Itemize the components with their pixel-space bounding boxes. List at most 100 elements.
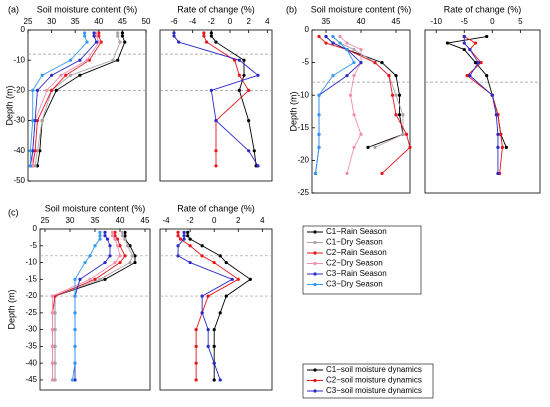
data-point bbox=[317, 113, 321, 117]
data-point bbox=[352, 61, 356, 65]
data-point bbox=[496, 171, 500, 176]
data-point bbox=[92, 34, 96, 38]
data-point bbox=[468, 74, 472, 78]
data-point bbox=[88, 277, 92, 281]
data-point bbox=[224, 260, 228, 265]
data-point bbox=[35, 149, 40, 153]
y-tick-label: -40 bbox=[25, 358, 37, 367]
data-point bbox=[387, 74, 391, 78]
legend-label: C1−Dry Season bbox=[326, 238, 383, 247]
data-point bbox=[70, 378, 75, 382]
series-line bbox=[332, 36, 404, 148]
data-point bbox=[97, 31, 101, 35]
data-point bbox=[68, 73, 73, 77]
data-point bbox=[103, 234, 107, 238]
legend-marker bbox=[313, 230, 317, 234]
data-point bbox=[373, 61, 377, 65]
data-point bbox=[38, 149, 42, 153]
data-point bbox=[394, 93, 398, 97]
data-point bbox=[78, 277, 82, 281]
data-point bbox=[248, 277, 252, 281]
data-point bbox=[214, 164, 218, 168]
plot-frame bbox=[424, 29, 541, 194]
data-point bbox=[494, 113, 498, 117]
data-point bbox=[401, 113, 405, 117]
y-axis-title: Depth (m) bbox=[288, 91, 298, 131]
y-tick-label: 0 bbox=[33, 224, 38, 233]
data-point bbox=[345, 74, 349, 78]
x-tick-label: 5 bbox=[518, 17, 523, 26]
data-point bbox=[108, 254, 112, 258]
data-point bbox=[345, 41, 349, 45]
data-point bbox=[128, 260, 132, 265]
y-tick-label: -10 bbox=[25, 258, 37, 267]
x-tick-label: 40 bbox=[94, 17, 103, 26]
legend-marker bbox=[313, 261, 317, 266]
x-tick-label: 4 bbox=[265, 17, 270, 26]
data-point bbox=[338, 34, 342, 39]
y-tick-label: -25 bbox=[25, 308, 37, 317]
data-point bbox=[214, 40, 218, 44]
legend-label: C3−Rain Season bbox=[326, 269, 387, 278]
data-point bbox=[31, 88, 35, 92]
data-point bbox=[188, 237, 192, 241]
y-tick-label: -15 bbox=[297, 123, 309, 132]
data-point bbox=[331, 34, 335, 39]
data-point bbox=[73, 311, 77, 315]
data-point bbox=[73, 344, 77, 348]
data-point bbox=[200, 254, 204, 258]
data-point bbox=[182, 234, 186, 238]
data-point bbox=[366, 145, 370, 149]
data-point bbox=[123, 234, 127, 238]
y-tick-label: -10 bbox=[297, 90, 309, 99]
data-point bbox=[113, 260, 117, 265]
x-tick-label: 25 bbox=[41, 216, 50, 225]
data-point bbox=[218, 311, 222, 315]
data-point bbox=[31, 119, 35, 123]
legend-marker bbox=[313, 389, 317, 393]
data-point bbox=[116, 58, 120, 62]
data-point bbox=[98, 234, 102, 238]
data-point bbox=[200, 311, 204, 315]
data-point bbox=[83, 260, 87, 265]
data-point bbox=[202, 34, 206, 38]
data-point bbox=[218, 378, 222, 382]
plot-frame bbox=[159, 228, 273, 391]
x-tick-label: -6 bbox=[170, 17, 178, 26]
data-point bbox=[97, 40, 101, 44]
data-point bbox=[256, 164, 260, 168]
data-point bbox=[94, 34, 99, 38]
data-point bbox=[188, 260, 192, 265]
x-tick-label: 30 bbox=[47, 17, 56, 26]
data-point bbox=[206, 344, 210, 348]
data-point bbox=[93, 277, 97, 281]
data-point bbox=[99, 40, 103, 44]
data-point bbox=[116, 34, 120, 38]
data-point bbox=[176, 254, 180, 258]
data-point bbox=[111, 58, 115, 62]
data-point bbox=[352, 145, 356, 149]
data-point bbox=[324, 41, 328, 45]
data-point bbox=[224, 294, 228, 298]
data-point bbox=[73, 294, 77, 298]
data-point bbox=[113, 237, 117, 241]
legend-label: C3−Dry Season bbox=[326, 280, 383, 289]
legend-label: C2−Dry Season bbox=[326, 259, 383, 268]
data-point bbox=[103, 260, 107, 265]
data-point bbox=[133, 254, 137, 258]
data-point bbox=[212, 328, 216, 332]
series-line bbox=[318, 36, 411, 174]
data-point bbox=[68, 58, 73, 62]
legend-marker bbox=[313, 240, 317, 245]
data-point bbox=[113, 234, 117, 238]
y-tick-label: -45 bbox=[25, 375, 37, 384]
data-point bbox=[352, 47, 356, 52]
x-axis-title: Soil moisture content (%) bbox=[45, 203, 146, 213]
x-tick-label: -4 bbox=[189, 17, 197, 26]
data-point bbox=[31, 149, 35, 153]
data-point bbox=[214, 149, 218, 153]
x-tick-label: -5 bbox=[461, 17, 469, 26]
data-point bbox=[73, 277, 77, 281]
data-point bbox=[348, 93, 353, 97]
